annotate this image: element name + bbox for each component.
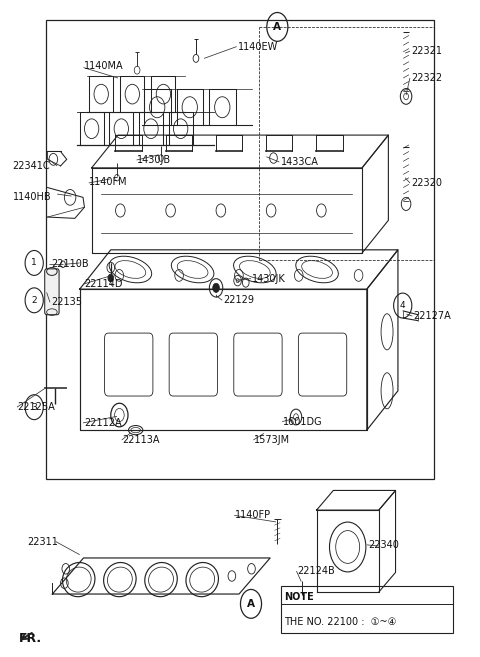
Text: 22322: 22322 bbox=[411, 73, 443, 83]
Text: 1140FP: 1140FP bbox=[235, 510, 271, 520]
Text: 22127A: 22127A bbox=[413, 311, 451, 321]
Circle shape bbox=[301, 598, 304, 602]
Text: 22311: 22311 bbox=[27, 537, 58, 547]
Bar bbox=[46, 20, 434, 480]
Text: 1140HB: 1140HB bbox=[12, 193, 51, 202]
Text: 22110B: 22110B bbox=[51, 260, 89, 269]
FancyBboxPatch shape bbox=[45, 269, 59, 315]
Text: NOTE: NOTE bbox=[285, 592, 314, 602]
Text: 22114D: 22114D bbox=[84, 279, 123, 289]
Circle shape bbox=[213, 283, 219, 292]
Text: FR.: FR. bbox=[19, 632, 42, 645]
Text: THE NO. 22100 :  ①~④: THE NO. 22100 : ①~④ bbox=[285, 616, 397, 627]
Text: 22320: 22320 bbox=[411, 178, 443, 188]
Bar bbox=[281, 586, 453, 633]
Text: 1601DG: 1601DG bbox=[283, 417, 323, 426]
Text: 4: 4 bbox=[400, 301, 406, 310]
Text: 22321: 22321 bbox=[411, 45, 443, 56]
Text: 22340: 22340 bbox=[368, 540, 399, 550]
Text: 22135: 22135 bbox=[51, 297, 82, 307]
Text: A: A bbox=[273, 22, 281, 32]
Text: 22125A: 22125A bbox=[17, 402, 55, 412]
Text: 1: 1 bbox=[31, 258, 37, 267]
Text: 22113A: 22113A bbox=[123, 435, 160, 445]
Text: 1140MA: 1140MA bbox=[84, 61, 124, 71]
Text: 22341C: 22341C bbox=[12, 161, 50, 171]
Text: 22124B: 22124B bbox=[298, 566, 335, 576]
Text: 1140EW: 1140EW bbox=[238, 41, 278, 52]
Text: 22129: 22129 bbox=[223, 295, 254, 306]
Circle shape bbox=[108, 274, 114, 282]
Text: 1430JB: 1430JB bbox=[137, 155, 171, 165]
Text: 1140FM: 1140FM bbox=[89, 177, 128, 187]
Text: 1433CA: 1433CA bbox=[281, 157, 319, 167]
Text: A: A bbox=[247, 599, 255, 609]
Text: 1430JK: 1430JK bbox=[252, 274, 286, 284]
Text: 3: 3 bbox=[31, 403, 37, 412]
Text: 2: 2 bbox=[31, 296, 37, 305]
Text: 22112A: 22112A bbox=[84, 418, 122, 428]
Text: 1573JM: 1573JM bbox=[254, 435, 290, 445]
